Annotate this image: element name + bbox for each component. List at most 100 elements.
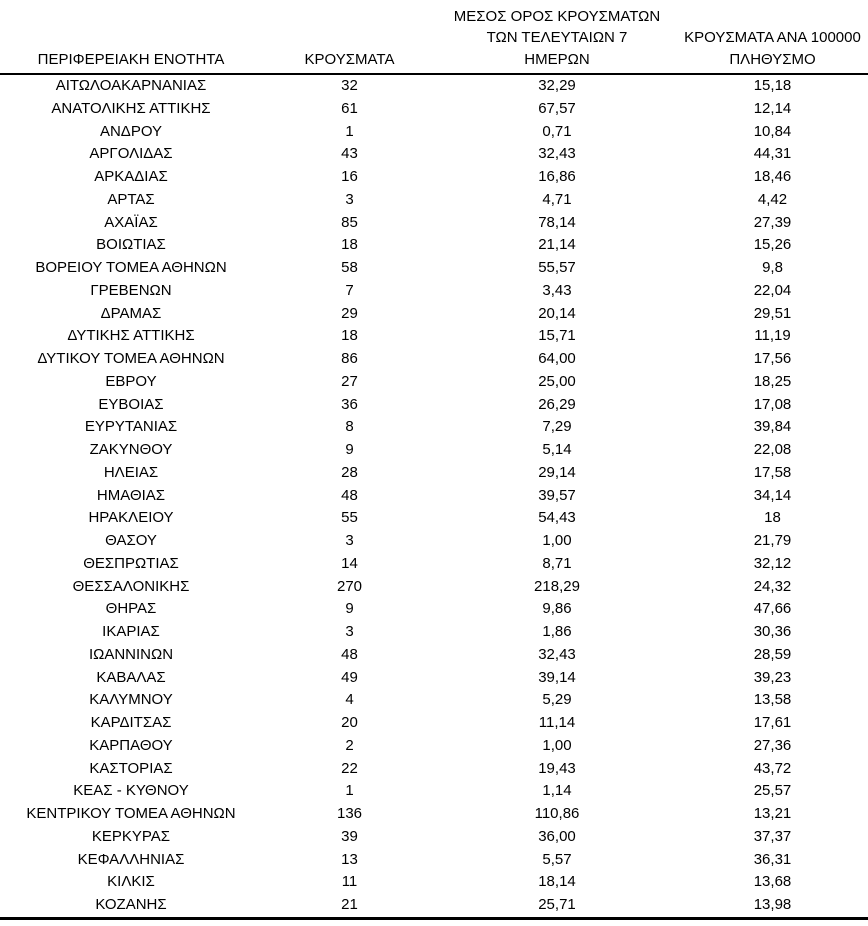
table-row: ΔΥΤΙΚΗΣ ΑΤΤΙΚΗΣ 18 15,71 11,19 [0,325,868,348]
per100k-cell: 18 [764,509,781,527]
region-cell: ΚΑΡΠΑΘΟΥ [89,736,173,754]
per100k-cell: 22,04 [753,281,792,299]
per100k-cell: 27,39 [753,213,792,231]
cases-cell: 3 [345,190,354,208]
avg7-cell: 1,14 [542,782,572,800]
avg7-cell: 32,29 [538,77,576,94]
avg7-cell: 5,14 [542,441,572,458]
table-row: ΑΝΑΤΟΛΙΚΗΣ ΑΤΤΙΚΗΣ 61 67,57 12,14 [0,98,868,121]
avg7-cell: 1,00 [542,736,572,754]
column-header-per-100k-line1: ΚΡΟΥΣΜΑΤΑ ΑΝΑ 100000 [684,29,861,46]
column-header-avg-7day-line2: ΤΩΝ ΤΕΛΕΥΤΑΙΩΝ 7 [486,29,628,46]
avg7-cell: 64,00 [538,350,576,367]
region-cell: ΘΗΡΑΣ [105,600,157,618]
per100k-cell: 37,37 [753,827,792,845]
region-cell: ΚΑΣΤΟΡΙΑΣ [89,759,173,777]
avg7-cell: 39,14 [538,668,576,686]
table-row: ΚΙΛΚΙΣ 11 18,14 13,68 [0,871,868,894]
table-row: ΚΑΒΑΛΑΣ 49 39,14 39,23 [0,667,868,690]
table-row: ΚΕΡΚΥΡΑΣ 39 36,00 37,37 [0,826,868,849]
cases-cell: 85 [341,213,358,231]
region-cell: ΗΡΑΚΛΕΙΟΥ [88,509,174,527]
avg7-cell: 32,43 [538,645,576,663]
column-header-cases-label: ΚΡΟΥΣΜΑΤΑ [304,50,395,68]
avg7-cell: 21,14 [538,236,576,254]
column-header-per-100k: ΚΡΟΥΣΜΑΤΑ ΑΝΑ 100000 ΠΛΗΘΥΣΜΟ [677,0,868,75]
region-cell: ΔΡΑΜΑΣ [100,304,162,322]
region-cell: ΘΕΣΣΑΛΟΝΙΚΗΣ [72,577,190,595]
avg7-cell: 1,86 [542,623,572,640]
table-row: ΘΕΣΠΡΩΤΙΑΣ 14 8,71 32,12 [0,553,868,576]
cases-cell: 1 [345,782,354,800]
cases-cell: 270 [336,577,363,595]
column-header-avg-7day-line1: ΜΕΣΟΣ ΟΡΟΣ ΚΡΟΥΣΜΑΤΩΝ [453,7,661,25]
region-cell: ΑΡΓΟΛΙΔΑΣ [89,145,173,163]
cases-cell: 48 [341,645,358,663]
table-row: ΔΥΤΙΚΟΥ ΤΟΜΕΑ ΑΘΗΝΩΝ 86 64,00 17,56 [0,348,868,371]
avg7-cell: 18,14 [538,873,576,891]
avg7-cell: 15,71 [538,327,576,345]
per100k-cell: 34,14 [753,486,792,504]
per100k-cell: 39,84 [753,418,792,436]
per100k-cell: 9,8 [762,259,783,276]
avg7-cell: 3,43 [542,281,572,299]
cases-cell: 2 [345,736,354,754]
table-row: ΚΑΛΥΜΝΟΥ 4 5,29 13,58 [0,689,868,712]
column-header-per-100k-line2: ΠΛΗΘΥΣΜΟ [729,50,816,68]
per100k-cell: 29,51 [753,304,792,322]
avg7-cell: 26,29 [538,395,576,413]
table-row: ΗΛΕΙΑΣ 28 29,14 17,58 [0,462,868,485]
region-cell: ΚΟΖΑΝΗΣ [0,894,262,920]
table-row: ΑΡΤΑΣ 3 4,71 4,42 [0,189,868,212]
region-cell: ΑΝΔΡΟΥ [99,122,163,140]
region-cell: ΓΡΕΒΕΝΩΝ [90,281,172,299]
region-cell: ΚΕΝΤΡΙΚΟΥ ΤΟΜΕΑ ΑΘΗΝΩΝ [26,805,236,822]
per100k-cell: 39,23 [753,668,792,686]
cases-cell: 20 [341,714,358,731]
table-row: ΑΡΓΟΛΙΔΑΣ 43 32,43 44,31 [0,143,868,166]
table-row: ΚΑΡΠΑΘΟΥ 2 1,00 27,36 [0,735,868,758]
region-cell: ΚΕΡΚΥΡΑΣ [91,827,171,845]
table-row: ΖΑΚΥΝΘΟΥ 9 5,14 22,08 [0,439,868,462]
avg7-cell: 67,57 [538,99,576,117]
cases-cell: 39 [341,827,358,845]
table-row: ΑΝΔΡΟΥ 1 0,71 10,84 [0,121,868,144]
region-cell: ΕΥΒΟΙΑΣ [98,395,164,413]
table-row: ΕΥΡΥΤΑΝΙΑΣ 8 7,29 39,84 [0,416,868,439]
region-cell: ΑΡΤΑΣ [107,190,155,208]
cases-cell: 136 [336,805,363,822]
table-row: ΗΜΑΘΙΑΣ 48 39,57 34,14 [0,485,868,508]
avg7-cell: 11,14 [538,714,576,731]
cases-cell: 49 [341,668,358,686]
per100k-cell: 15,26 [753,236,792,254]
table-header: ΠΕΡΙΦΕΡΕΙΑΚΗ ΕΝΟΤΗΤΑ ΚΡΟΥΣΜΑΤΑ ΜΕΣΟΣ ΟΡΟ… [0,0,868,75]
cases-cell: 21 [262,894,437,920]
cases-cell: 28 [341,463,358,481]
avg7-cell: 9,86 [542,600,572,618]
table-row: ΒΟΡΕΙΟΥ ΤΟΜΕΑ ΑΘΗΝΩΝ 58 55,57 9,8 [0,257,868,280]
cases-cell: 13 [341,850,358,868]
cases-cell: 3 [345,532,354,549]
per100k-cell: 4,42 [757,190,788,208]
column-header-regional-unit: ΠΕΡΙΦΕΡΕΙΑΚΗ ΕΝΟΤΗΤΑ [0,0,262,75]
table-row: ΚΕΑΣ - ΚΥΘΝΟΥ 1 1,14 25,57 [0,780,868,803]
table-row: ΚΕΦΑΛΛΗΝΙΑΣ 13 5,57 36,31 [0,849,868,872]
region-cell: ΚΕΦΑΛΛΗΝΙΑΣ [77,850,185,868]
region-cell: ΑΡΚΑΔΙΑΣ [94,168,168,185]
per100k-cell: 27,36 [753,736,792,754]
avg7-cell: 1,00 [542,532,572,549]
avg7-cell: 110,86 [534,805,580,822]
cases-cell: 18 [341,236,358,254]
cases-cell: 58 [341,259,358,276]
region-cell: ΒΟΙΩΤΙΑΣ [96,236,166,254]
table-row: ΗΡΑΚΛΕΙΟΥ 55 54,43 18 [0,507,868,530]
avg7-cell: 55,57 [538,259,576,276]
region-cell: ΙΩΑΝΝΙΝΩΝ [88,645,174,663]
per100k-cell: 22,08 [753,441,792,458]
cases-cell: 9 [345,441,354,458]
region-cell: ΑΧΑΪΑΣ [104,213,158,231]
avg7-cell: 25,71 [437,894,677,920]
per100k-cell: 15,18 [753,77,792,94]
